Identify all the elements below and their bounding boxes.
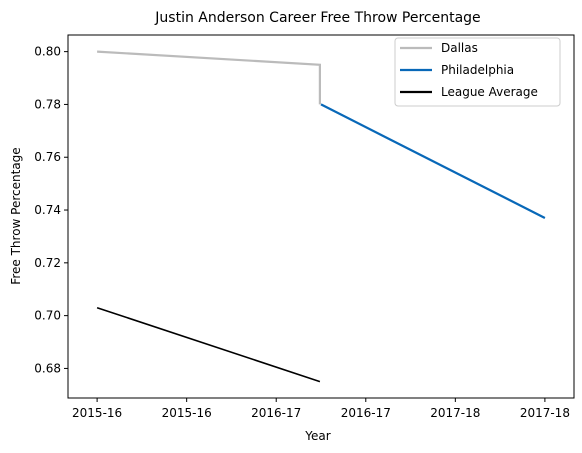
legend-label-league-average: League Average [441, 85, 538, 99]
x-tick-label: 2017-18 [430, 406, 480, 420]
legend: Dallas Philadelphia League Average [394, 37, 561, 107]
chart-title: Justin Anderson Career Free Throw Percen… [154, 10, 480, 26]
legend-label-philadelphia: Philadelphia [441, 63, 514, 77]
y-axis-label: Free Throw Percentage [9, 147, 23, 284]
series-line-league-average [96, 306, 321, 383]
x-axis: 2015-16 2015-16 2016-17 2016-17 2017-18 2017-… [72, 398, 570, 420]
y-tick-label: 0.74 [34, 203, 61, 217]
series-line-dallas [97, 50, 321, 105]
y-tick-label: 0.78 [34, 97, 61, 111]
x-tick-label: 2016-17 [341, 406, 391, 420]
y-tick-label: 0.80 [34, 45, 61, 59]
y-tick-label: 0.68 [34, 361, 61, 375]
series-layer [96, 50, 546, 383]
y-tick-label: 0.70 [34, 309, 61, 323]
y-tick-label: 0.72 [34, 256, 61, 270]
legend-box [394, 37, 561, 107]
x-axis-label: Year [304, 429, 330, 443]
y-tick-label: 0.76 [34, 150, 61, 164]
legend-label-dallas: Dallas [441, 41, 478, 55]
series-line-philadelphia [320, 103, 546, 219]
y-axis: 0.68 0.70 0.72 0.74 0.76 0.78 0.80 [34, 45, 68, 375]
plot-frame [67, 34, 575, 399]
x-tick-label: 2017-18 [520, 406, 570, 420]
x-tick-label: 2015-16 [162, 406, 212, 420]
x-tick-label: 2015-16 [72, 406, 122, 420]
x-tick-label: 2016-17 [251, 406, 301, 420]
plot-area [67, 34, 575, 399]
